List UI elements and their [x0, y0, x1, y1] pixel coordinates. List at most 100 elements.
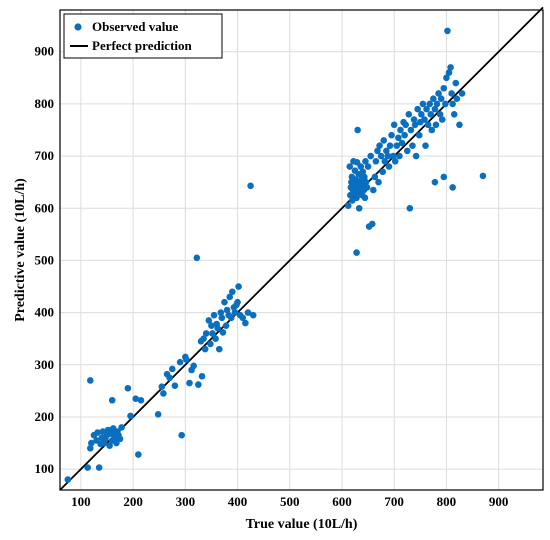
- observed-point: [422, 142, 429, 149]
- observed-point: [415, 131, 423, 139]
- x-axis-title: True value (10L/h): [246, 517, 358, 532]
- observed-point: [353, 249, 360, 256]
- observed-point: [396, 152, 403, 160]
- y-tick-label: 200: [35, 409, 55, 424]
- x-tick-label: 400: [228, 494, 248, 509]
- observed-point: [183, 356, 190, 363]
- observed-point: [113, 429, 120, 436]
- observed-point: [64, 476, 72, 483]
- observed-point: [190, 362, 197, 370]
- observed-point: [193, 254, 201, 262]
- observed-point: [444, 27, 451, 35]
- observed-point: [154, 411, 162, 418]
- observed-point: [210, 311, 218, 319]
- observed-point: [393, 142, 401, 149]
- x-tick-label: 700: [384, 494, 404, 509]
- observed-point: [453, 95, 461, 102]
- observed-point: [361, 194, 369, 202]
- observed-point: [379, 168, 386, 176]
- observed-point: [443, 74, 450, 82]
- observed-point: [205, 317, 213, 324]
- y-tick-label: 900: [35, 44, 55, 59]
- observed-point: [388, 131, 395, 139]
- observed-point: [135, 451, 142, 458]
- observed-point: [353, 194, 360, 202]
- x-tick-label: 300: [176, 494, 196, 509]
- observed-point: [371, 173, 379, 181]
- observed-point: [376, 142, 383, 149]
- observed-point: [200, 335, 207, 342]
- observed-point: [218, 314, 226, 322]
- observed-point: [215, 345, 223, 353]
- x-tick-label: 900: [489, 494, 509, 509]
- x-tick-label: 500: [280, 494, 300, 509]
- observed-point: [249, 311, 257, 319]
- observed-point: [201, 345, 209, 353]
- observed-point: [381, 158, 389, 165]
- observed-point: [94, 429, 101, 436]
- observed-point: [198, 372, 206, 380]
- observed-point: [221, 298, 228, 306]
- observed-point: [386, 142, 394, 149]
- observed-point: [362, 158, 369, 165]
- y-axis-title: Predictive value (10L/h): [13, 178, 28, 322]
- observed-point: [226, 293, 234, 301]
- y-tick-label: 400: [35, 305, 55, 320]
- y-tick-labels: 100 200 300 400 500 600 700 800 900: [35, 44, 55, 476]
- observed-point: [132, 395, 140, 402]
- observed-point: [176, 358, 184, 366]
- observed-point: [412, 152, 420, 160]
- observed-point: [369, 186, 377, 194]
- observed-point: [452, 79, 460, 87]
- observed-point: [209, 330, 216, 337]
- legend-label-perfect: Perfect prediction: [92, 38, 193, 53]
- legend-box: [63, 13, 223, 59]
- observed-point: [448, 90, 455, 97]
- observed-point: [247, 182, 254, 190]
- observed-point: [116, 435, 124, 443]
- observed-point: [385, 163, 393, 170]
- observed-point: [208, 322, 215, 329]
- grid: [60, 10, 543, 490]
- observed-point: [380, 137, 388, 144]
- observed-point: [419, 100, 427, 108]
- observed-point: [106, 442, 113, 449]
- observed-point: [431, 105, 439, 113]
- observed-point: [368, 220, 376, 228]
- y-tick-label: 100: [35, 461, 55, 476]
- observed-point: [357, 163, 365, 170]
- observed-point: [421, 116, 428, 123]
- observed-point: [239, 314, 247, 322]
- observed-point: [361, 173, 368, 181]
- x-tick-label: 800: [437, 494, 457, 509]
- observed-point: [166, 374, 173, 382]
- observed-point: [423, 105, 430, 113]
- observed-points-layer: [64, 27, 487, 483]
- observed-point: [367, 152, 374, 160]
- x-tick-labels: 100 200 300 400 500 600 700 800 900: [71, 494, 508, 509]
- observed-point: [363, 184, 371, 191]
- observed-point: [86, 377, 94, 384]
- observed-point: [442, 100, 449, 108]
- observed-point: [222, 322, 230, 329]
- observed-point: [88, 439, 95, 447]
- observed-point: [389, 152, 397, 160]
- observed-point: [242, 319, 249, 327]
- observed-point: [391, 158, 399, 165]
- observed-point: [223, 306, 231, 314]
- observed-point: [440, 84, 448, 92]
- observed-point: [449, 100, 456, 108]
- perfect-prediction-line: [59, 6, 544, 491]
- observed-point: [95, 464, 103, 471]
- observed-point: [344, 202, 352, 209]
- observed-point: [178, 431, 185, 439]
- y-tick-label: 600: [35, 200, 55, 215]
- observed-point: [118, 424, 125, 431]
- observed-point: [160, 390, 167, 397]
- observed-point: [158, 383, 166, 390]
- observed-point: [406, 204, 414, 212]
- observed-point: [395, 134, 402, 142]
- observed-point: [449, 184, 456, 191]
- observed-point: [424, 121, 432, 129]
